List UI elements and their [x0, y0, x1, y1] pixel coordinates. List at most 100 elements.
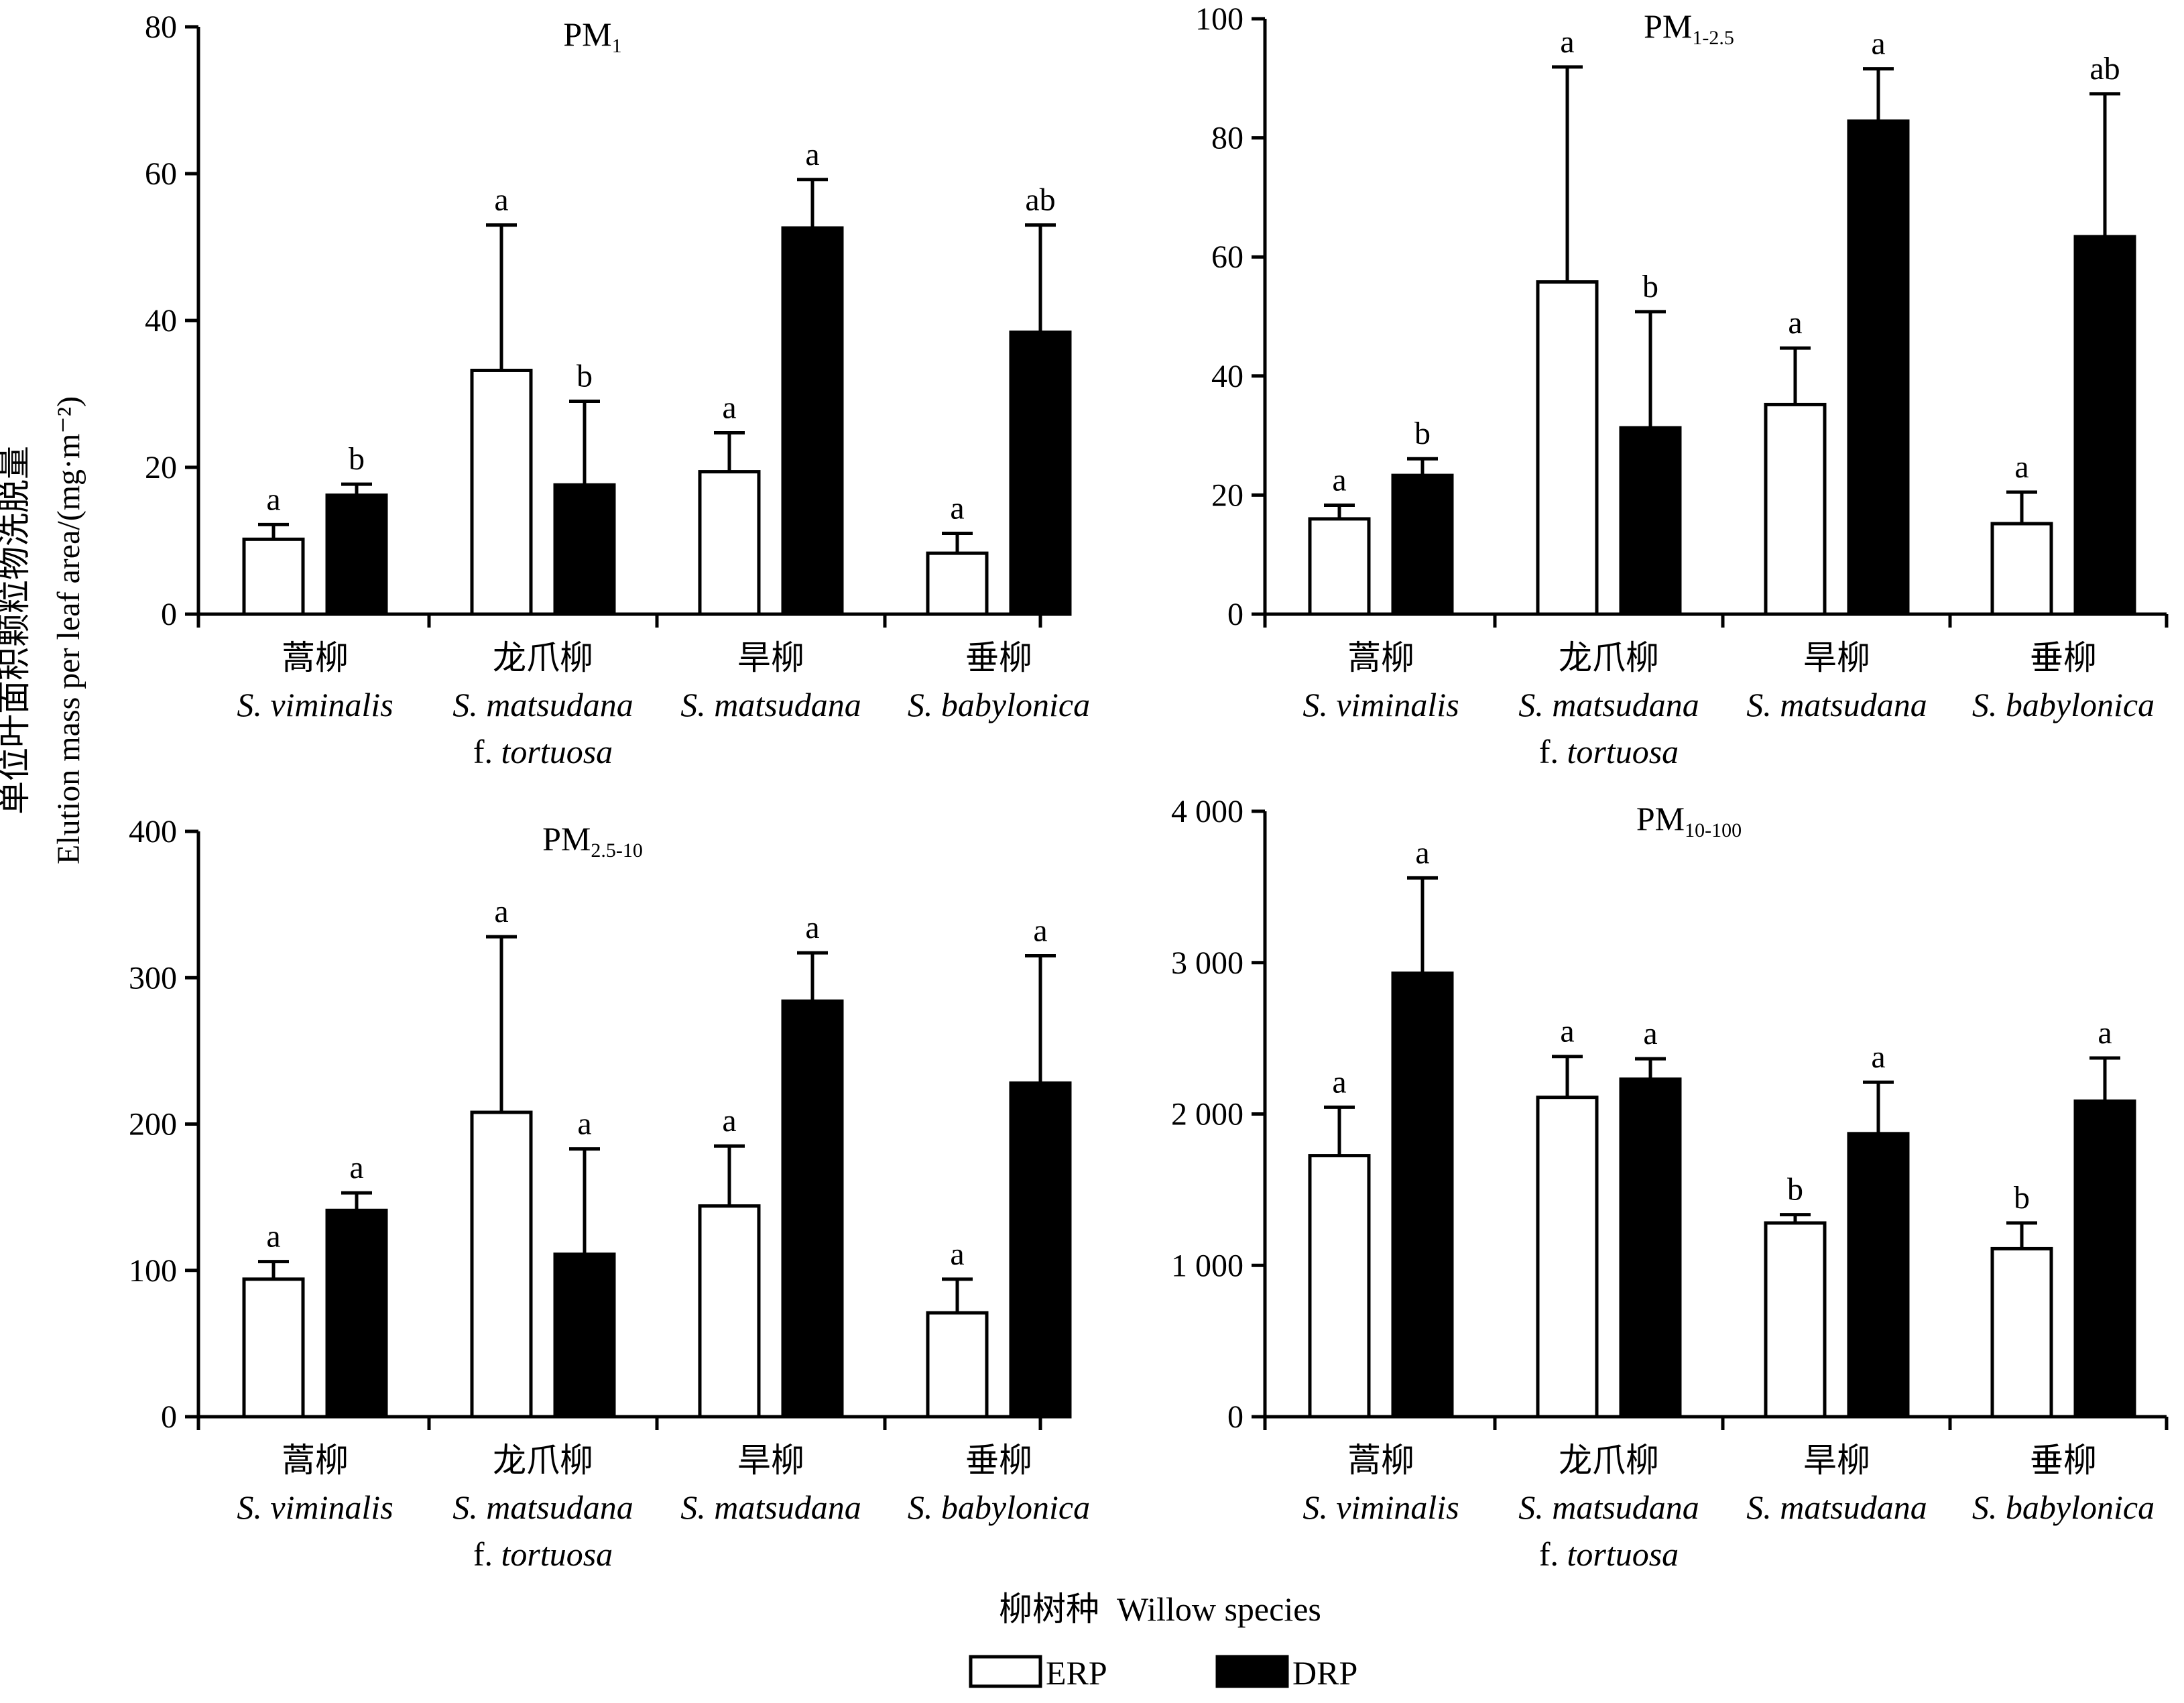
- category-label-cn: 蒿柳: [282, 1441, 349, 1480]
- category-label-cn: 龙爪柳: [1559, 638, 1659, 677]
- y-tick-label: 2 000: [1171, 1097, 1243, 1132]
- significance-label: a: [577, 1106, 591, 1142]
- bar-drp: [1009, 331, 1072, 616]
- chart-panel-3: 0 100 200 300 400 PM2.5-10 a a 蒿柳 S. viminalis a a 龙…: [129, 814, 1090, 1573]
- bar-erp: [1308, 1154, 1371, 1419]
- significance-label: a: [494, 182, 508, 218]
- y-tick-label: 100: [1195, 1, 1243, 37]
- y-tick-label: 60: [145, 156, 177, 192]
- category-label-cn: 龙爪柳: [1559, 1441, 1659, 1480]
- significance-label: a: [1560, 24, 1574, 60]
- bar-erp: [1990, 1246, 2053, 1419]
- category-label-cn: 垂柳: [965, 638, 1032, 677]
- significance-label: a: [805, 137, 819, 172]
- bar-drp: [781, 999, 844, 1419]
- chart-panel-4: 0 1 000 2 000 3 000 4 000 PM10-100 a a 蒿柳 S. vimi…: [1171, 794, 2169, 1573]
- category-label-latin: S. viminalis: [1302, 1488, 1459, 1526]
- bar-erp: [1764, 402, 1827, 616]
- significance-label: a: [494, 894, 508, 929]
- bar-erp: [242, 537, 305, 616]
- significance-label: b: [349, 441, 365, 477]
- significance-label: a: [1788, 305, 1802, 341]
- significance-label: a: [2098, 1015, 2112, 1051]
- panel-title: PM1-2.5: [1644, 7, 1734, 49]
- x-axis-label-cn: 柳树种: [999, 1590, 1099, 1629]
- category-label-latin: S. matsudana: [680, 1488, 861, 1526]
- panel-title: PM10-100: [1636, 800, 1742, 841]
- category-label-cn: 蒿柳: [1347, 1441, 1414, 1480]
- category-label-forma: f. tortuosa: [1539, 733, 1679, 770]
- significance-label: a: [1332, 1064, 1346, 1100]
- category-label-cn: 垂柳: [2030, 638, 2097, 677]
- bar-drp: [1847, 1132, 1910, 1419]
- legend-swatch-drp: [1215, 1655, 1289, 1688]
- y-tick-label: 40: [145, 303, 177, 339]
- category-label-cn: 龙爪柳: [493, 1441, 593, 1480]
- category-label-latin: S. viminalis: [237, 686, 393, 723]
- panel-title: PM2.5-10: [542, 820, 643, 862]
- significance-label: ab: [1025, 182, 1055, 218]
- category-label-latin: S. matsudana: [680, 686, 861, 723]
- y-tick-label: 0: [161, 597, 177, 632]
- category-label-cn: 蒿柳: [282, 638, 349, 677]
- legend-swatch-erp: [969, 1655, 1042, 1688]
- bar-erp: [1536, 280, 1599, 616]
- category-label-latin: S. viminalis: [1302, 686, 1459, 723]
- bar-drp: [781, 226, 844, 616]
- y-tick-label: 60: [1211, 239, 1243, 275]
- bar-drp: [325, 1208, 388, 1419]
- bar-erp: [1308, 517, 1371, 616]
- significance-label: a: [1643, 1016, 1657, 1051]
- significance-label: a: [1332, 462, 1346, 497]
- bar-drp: [1619, 1077, 1682, 1419]
- y-axis-label-en: Elution mass per leaf area/(mg·m⁻²): [51, 396, 86, 864]
- bar-erp: [470, 1110, 533, 1419]
- bar-erp: [926, 551, 989, 616]
- category-label-latin: S. babylonica: [908, 1488, 1090, 1526]
- bar-erp: [1990, 522, 2053, 616]
- y-tick-label: 4 000: [1171, 794, 1243, 829]
- category-label-latin: S. babylonica: [1972, 686, 2155, 723]
- y-tick-label: 300: [129, 960, 177, 996]
- significance-label: a: [266, 481, 280, 517]
- significance-label: a: [722, 1103, 736, 1138]
- significance-label: a: [1415, 835, 1429, 870]
- x-axis-label-en: Willow species: [1117, 1590, 1321, 1628]
- bar-drp: [2073, 235, 2136, 616]
- bar-drp: [553, 483, 616, 616]
- significance-label: a: [805, 910, 819, 945]
- category-label-forma: f. tortuosa: [473, 733, 613, 770]
- significance-label: b: [1414, 416, 1431, 451]
- category-label-cn: 龙爪柳: [493, 638, 593, 677]
- category-label-latin: S. matsudana: [452, 1488, 633, 1526]
- y-tick-label: 0: [1227, 597, 1243, 632]
- category-label-cn: 旱柳: [737, 638, 804, 677]
- category-label-forma: f. tortuosa: [473, 1535, 613, 1573]
- bar-erp: [698, 1204, 761, 1419]
- significance-label: b: [2014, 1180, 2030, 1216]
- significance-label: a: [950, 491, 964, 526]
- bar-erp: [1764, 1221, 1827, 1419]
- legend: ERP DRP: [969, 1654, 1357, 1692]
- y-tick-label: 40: [1211, 359, 1243, 394]
- significance-label: a: [950, 1236, 964, 1272]
- category-label-latin: S. babylonica: [1972, 1488, 2155, 1526]
- bar-erp: [470, 368, 533, 616]
- significance-label: a: [1033, 913, 1047, 949]
- bar-erp: [698, 470, 761, 616]
- significance-label: a: [1871, 26, 1885, 62]
- bar-drp: [1619, 426, 1682, 616]
- significance-label: a: [1560, 1014, 1574, 1049]
- bar-erp: [1536, 1096, 1599, 1419]
- bar-erp: [242, 1277, 305, 1419]
- bar-drp: [1009, 1081, 1072, 1419]
- panel-title: PM1: [563, 15, 621, 57]
- category-label-cn: 垂柳: [965, 1441, 1032, 1480]
- y-tick-label: 80: [145, 9, 177, 45]
- y-tick-label: 1 000: [1171, 1248, 1243, 1283]
- category-label-latin: S. viminalis: [237, 1488, 393, 1526]
- y-tick-label: 20: [1211, 477, 1243, 513]
